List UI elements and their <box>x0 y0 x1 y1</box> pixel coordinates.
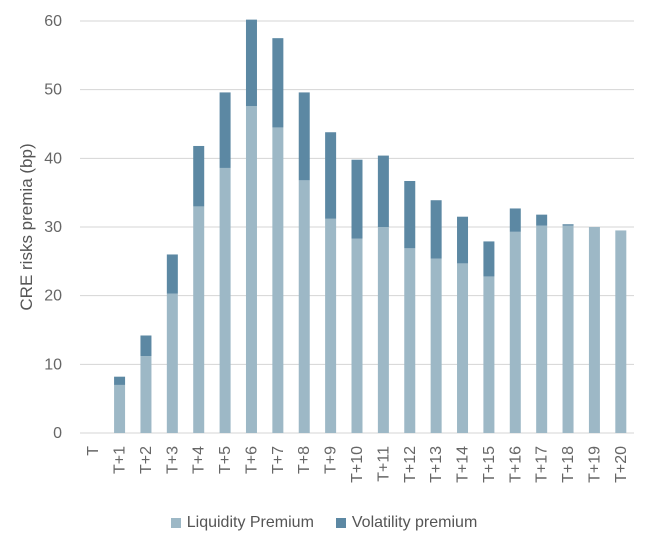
bar-volatility-Tplus16 <box>509 208 521 232</box>
x-tick-label: T+12 <box>402 446 419 483</box>
x-tick-label: T+18 <box>560 446 577 483</box>
x-tick-label: T+13 <box>428 446 445 483</box>
bars <box>114 19 627 434</box>
bar-volatility-Tplus9 <box>325 132 337 219</box>
bar-liquidity-Tplus6 <box>245 106 257 433</box>
bar-volatility-Tplus11 <box>377 155 389 227</box>
bar-volatility-Tplus14 <box>457 216 469 264</box>
bar-liquidity-Tplus12 <box>404 248 416 433</box>
x-tick-label: T+8 <box>296 446 313 474</box>
bar-volatility-Tplus1 <box>114 376 126 385</box>
bar-volatility-Tplus2 <box>140 335 152 357</box>
y-tick-label: 30 <box>44 219 62 236</box>
bar-volatility-Tplus17 <box>536 214 548 226</box>
bar-volatility-Tplus3 <box>166 254 178 294</box>
legend-label-liquidity: Liquidity Premium <box>186 514 314 531</box>
x-tick-label: T+1 <box>112 446 129 474</box>
bar-volatility-Tplus12 <box>404 180 416 249</box>
y-tick-label: 10 <box>44 356 62 373</box>
bar-liquidity-Tplus8 <box>298 180 310 433</box>
x-tick-label: T+20 <box>613 446 630 483</box>
bar-liquidity-Tplus16 <box>509 231 521 433</box>
legend-swatch-volatility <box>335 518 346 528</box>
bar-liquidity-Tplus18 <box>562 225 574 433</box>
x-tick-label: T+14 <box>455 446 472 483</box>
x-tick-label: T+19 <box>586 446 603 483</box>
y-tick-label: 50 <box>44 82 62 99</box>
bar-liquidity-Tplus2 <box>140 356 152 433</box>
bar-volatility-Tplus15 <box>483 241 495 277</box>
x-tick-label: T+3 <box>164 446 181 474</box>
x-tick-label: T <box>85 446 102 456</box>
bar-volatility-Tplus13 <box>430 200 442 259</box>
x-tick-label: T+7 <box>270 446 287 474</box>
bar-volatility-Tplus5 <box>219 92 231 168</box>
bar-liquidity-Tplus19 <box>588 227 600 433</box>
legend-item-volatility: Volatility premium <box>335 514 478 532</box>
bar-volatility-Tplus10 <box>351 159 363 239</box>
bar-volatility-Tplus18 <box>562 224 574 226</box>
bar-liquidity-Tplus17 <box>536 225 548 433</box>
y-tick-label: 40 <box>44 150 62 167</box>
bar-liquidity-Tplus1 <box>114 384 126 433</box>
x-tick-label: T+2 <box>138 446 155 474</box>
y-axis-ticks: 0 10 20 30 40 50 60 <box>44 13 62 442</box>
x-axis-ticks: T T+1 T+2 T+3 T+4 T+5 T+6 T+7 T+8 T+9 T+10 T+11 T+12… <box>85 446 630 483</box>
y-tick-label: 20 <box>44 288 62 305</box>
x-tick-label: T+15 <box>481 446 498 483</box>
bar-liquidity-Tplus15 <box>483 276 495 433</box>
x-tick-label: T+9 <box>323 446 340 474</box>
x-tick-label: T+17 <box>534 446 551 483</box>
bar-liquidity-Tplus20 <box>615 230 627 433</box>
legend-label-volatility: Volatility premium <box>351 514 478 531</box>
x-tick-label: T+6 <box>243 446 260 474</box>
bar-volatility-Tplus7 <box>272 38 284 128</box>
y-tick-label: 60 <box>44 13 62 30</box>
legend-item-liquidity: Liquidity Premium <box>170 514 314 532</box>
bar-liquidity-Tplus11 <box>377 227 389 433</box>
bar-volatility-Tplus4 <box>193 145 205 207</box>
x-tick-label: T+10 <box>349 446 366 483</box>
bar-liquidity-Tplus3 <box>166 293 178 433</box>
legend-swatch-liquidity <box>170 518 181 528</box>
y-axis-label: CRE risks premia (bp) <box>17 143 36 310</box>
x-tick-label: T+4 <box>191 446 208 474</box>
bar-liquidity-Tplus10 <box>351 238 363 433</box>
bar-liquidity-Tplus4 <box>193 206 205 433</box>
x-tick-label: T+11 <box>375 446 392 482</box>
bar-liquidity-Tplus5 <box>219 167 231 434</box>
bar-liquidity-Tplus7 <box>272 127 284 433</box>
bar-liquidity-Tplus9 <box>325 218 337 433</box>
x-tick-label: T+5 <box>217 446 234 474</box>
bar-volatility-Tplus6 <box>245 19 257 107</box>
bar-liquidity-Tplus14 <box>457 263 469 433</box>
legend: Liquidity Premium Volatility premium <box>0 514 648 532</box>
bar-liquidity-Tplus13 <box>430 258 442 433</box>
x-tick-label: T+16 <box>507 446 524 483</box>
bar-volatility-Tplus8 <box>298 92 310 181</box>
y-tick-label: 0 <box>53 425 62 442</box>
